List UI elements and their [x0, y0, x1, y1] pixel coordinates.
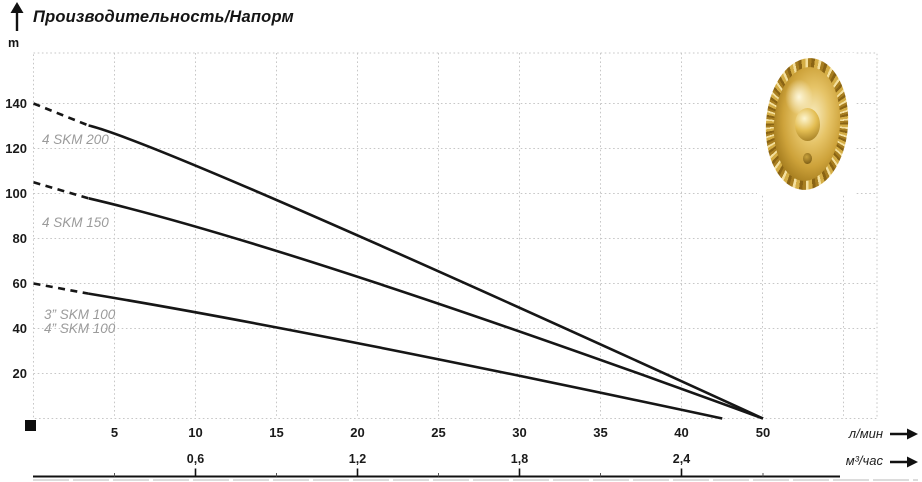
curve-4 SKM 200 — [88, 124, 764, 420]
x-axis-unit-m3h: м³/час — [845, 453, 883, 468]
series-label-4skm200: 4 SKM 200 — [42, 132, 109, 147]
y-axis-arrow-icon — [10, 2, 24, 31]
curve-4 SKM 150 — [88, 197, 764, 420]
curve-dashed-4 SKM 200 — [33, 102, 90, 127]
plot-frame — [33, 52, 878, 419]
x-axis-arrow-right-icon — [890, 428, 918, 440]
series-label-4skm150: 4 SKM 150 — [42, 215, 109, 230]
impeller-bottom-hole — [803, 153, 812, 164]
curve-dashed-4 SKM 150 — [33, 181, 89, 200]
chart-title: Производительность/Напорм — [33, 8, 294, 26]
curve-dashed-3”/4” SKM 100 — [33, 282, 89, 295]
x-axis-unit-lmin: л/мин — [848, 426, 883, 441]
series-label-4skm100: 4” SKM 100 — [44, 321, 116, 336]
curve-3”/4” SKM 100 — [88, 292, 723, 420]
impeller-photo — [757, 53, 856, 195]
x-axis-arrow-right-icon-2 — [890, 456, 918, 468]
series-label-3skm100: 3” SKM 100 — [44, 307, 116, 322]
impeller-hub — [795, 108, 820, 141]
origin-marker — [25, 420, 36, 431]
y-axis-unit-label: m — [8, 36, 20, 50]
